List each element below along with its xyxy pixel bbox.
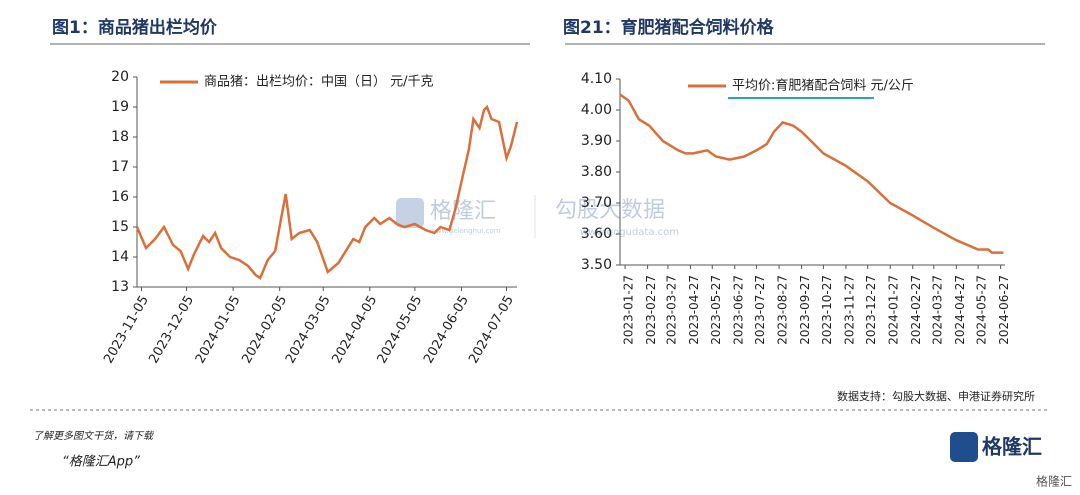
legend-label: 平均价:育肥猪配合饲料 元/公斤 xyxy=(732,78,914,94)
legend-label: 商品猪：出栏均价：中国（日） 元/千克 xyxy=(204,75,434,90)
y-tick-label: 17 xyxy=(111,159,129,175)
x-tick-label: 2023-12-05 xyxy=(146,293,197,366)
logo-icon xyxy=(950,432,978,462)
x-tick-label: 2024-03-27 xyxy=(930,275,944,345)
x-tick-label: 2023-04-27 xyxy=(687,275,701,345)
y-tick-label: 15 xyxy=(111,219,129,235)
x-tick-label: 2024-04-05 xyxy=(330,293,381,366)
watermark-partner: 勾股大数据 xyxy=(555,198,665,223)
logo: 格隆汇 xyxy=(982,435,1042,459)
y-tick-label: 13 xyxy=(111,279,129,295)
y-tick-label: 3.70 xyxy=(581,195,612,211)
y-tick-label: 20 xyxy=(111,69,129,85)
x-tick-label: 2023-11-27 xyxy=(842,275,856,345)
x-tick-label: 2024-01-05 xyxy=(193,293,244,366)
x-tick-label: 2023-06-27 xyxy=(731,275,745,345)
x-tick-label: 2023-09-27 xyxy=(798,275,812,345)
x-tick-label: 2023-12-27 xyxy=(864,275,878,345)
x-tick-label: 2024-06-27 xyxy=(997,275,1011,345)
y-tick-label: 3.90 xyxy=(581,133,612,149)
watermark-url: www.gelonghui.com xyxy=(430,227,501,235)
y-tick-label: 3.50 xyxy=(581,257,612,273)
y-tick-label: 14 xyxy=(111,249,129,265)
y-tick-label: 4.00 xyxy=(581,102,612,118)
x-tick-label: 2023-08-27 xyxy=(776,275,790,345)
x-tick-label: 2024-01-27 xyxy=(887,275,901,345)
series-line xyxy=(619,93,1004,254)
source: 数据支持：勾股大数据、申港证券研究所 xyxy=(837,389,1035,403)
series-line xyxy=(135,104,519,280)
y-tick-label: 16 xyxy=(111,189,129,205)
x-tick-label: 2023-02-27 xyxy=(644,275,658,345)
y-tick-label: 18 xyxy=(111,129,129,145)
y-tick-label: 3.80 xyxy=(581,164,612,180)
watermark-url: www.gogudata.com xyxy=(580,227,679,238)
footer-app: “格隆汇App” xyxy=(62,455,140,470)
x-tick-label: 2023-01-27 xyxy=(622,275,636,345)
y-tick-label: 19 xyxy=(111,99,129,115)
x-tick-label: 2024-06-05 xyxy=(421,293,472,366)
x-tick-label: 2024-04-27 xyxy=(953,275,967,345)
footer-prompt: 了解更多图文干货，请下载 xyxy=(33,430,155,442)
chart-title: 图21：育肥猪配合饲料价格 xyxy=(563,17,775,38)
x-tick-label: 2023-07-27 xyxy=(753,275,767,345)
x-tick-label: 2024-05-05 xyxy=(375,293,426,366)
x-tick-label: 2023-11-05 xyxy=(101,293,152,366)
watermark-icon xyxy=(396,198,424,228)
x-tick-label: 2024-07-05 xyxy=(466,293,517,366)
x-tick-label: 2023-10-27 xyxy=(820,275,834,345)
x-tick-label: 2024-02-05 xyxy=(239,293,290,366)
x-tick-label: 2024-02-27 xyxy=(909,275,923,345)
watermark-brand: 格隆汇 xyxy=(430,199,496,224)
x-tick-label: 2024-03-05 xyxy=(283,293,334,366)
y-tick-label: 4.10 xyxy=(581,71,612,87)
corner-mark: 格隆汇 xyxy=(1036,474,1072,489)
x-tick-label: 2023-05-27 xyxy=(709,275,723,345)
watermark: 格隆汇 www.gelonghui.com 勾股大数据 www.gogudata… xyxy=(396,195,679,238)
chart-title: 图1：商品猪出栏均价 xyxy=(52,17,218,38)
x-tick-label: 2024-05-27 xyxy=(975,275,989,345)
x-tick-label: 2023-03-27 xyxy=(664,275,678,345)
y-tick-label: 3.60 xyxy=(581,226,612,242)
